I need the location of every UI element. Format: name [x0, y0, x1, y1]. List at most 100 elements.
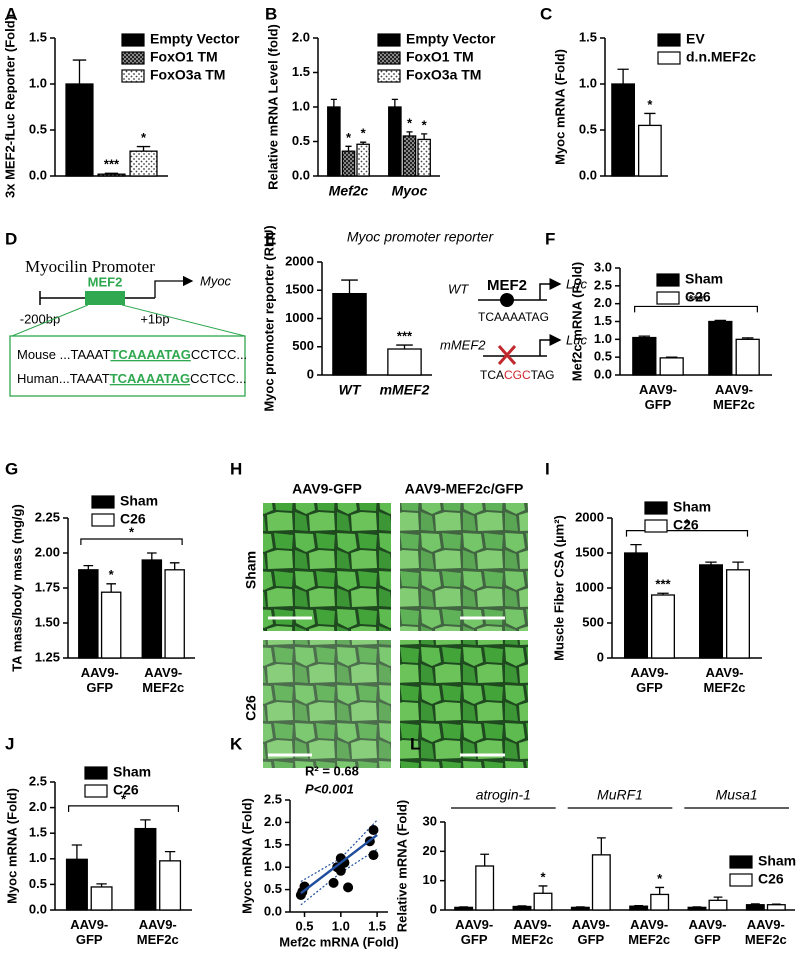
bracket	[67, 805, 180, 812]
bar	[533, 892, 553, 911]
y-tick-label: 2.5	[264, 791, 282, 806]
bar	[766, 904, 786, 911]
bar	[100, 591, 122, 659]
y-tick-label: 0.5	[29, 121, 47, 136]
legend-swatch	[121, 51, 145, 65]
bar	[65, 83, 94, 177]
legend-label: d.n.MEF2c	[686, 49, 756, 65]
y-tick-label: 1.5	[594, 313, 612, 328]
y-tick-label: 0	[307, 366, 314, 381]
bar	[159, 860, 182, 911]
micrograph	[400, 503, 528, 631]
bar	[708, 320, 733, 376]
legend-swatch	[121, 33, 145, 47]
x-tick-label: AAV9-MEF2c	[628, 917, 670, 947]
y-axis-label: Myoc mRNA (Fold)	[4, 788, 19, 904]
zoom-line	[11, 304, 89, 337]
legend-label: C26	[758, 871, 784, 887]
x-tick-label: AAV9-MEF2c	[704, 665, 746, 695]
site-dot	[500, 293, 514, 307]
bar	[356, 143, 370, 177]
x-tick-label: AAV9-MEF2c	[745, 917, 787, 947]
y-tick-label: 2.0	[594, 295, 612, 310]
point	[328, 877, 339, 888]
bar	[388, 106, 402, 177]
y-tick-label: 0.0	[292, 167, 310, 182]
legend-swatch	[729, 873, 753, 887]
legend-label: Empty Vector	[406, 31, 496, 47]
bracket-label: *	[684, 516, 690, 531]
start-label: -200bp	[20, 311, 60, 326]
significance: *	[407, 115, 413, 130]
y-tick-label: 1.0	[264, 859, 282, 874]
column-label: AAV9-MEF2c/GFP	[405, 481, 524, 497]
fit-line	[300, 833, 378, 895]
bracket-label: *	[129, 524, 135, 539]
significance: *	[657, 871, 663, 886]
bar	[624, 552, 648, 659]
seq-part: CCTCC...	[191, 347, 247, 362]
bar	[570, 906, 590, 911]
significance: *	[540, 869, 546, 884]
legend-label: C26	[120, 511, 146, 527]
y-tick-label: 1000	[575, 579, 604, 594]
x-tick-label: WT	[339, 382, 362, 398]
seq-part: TCA	[480, 368, 504, 382]
bar	[512, 905, 532, 911]
y-tick-label: 0.5	[579, 121, 597, 136]
reporter-diagram: WT MEF2 Luc TCAAAATAG mMEF2 Luc TCACGCTA…	[440, 276, 587, 382]
y-axis-label: Muscle Fiber CSA (µm²)	[551, 515, 566, 661]
confidence-band	[300, 819, 378, 883]
box-label: MEF2	[88, 274, 123, 289]
bar	[699, 564, 723, 659]
sequence-box	[9, 335, 246, 397]
x-axis-label: Mef2c mRNA (Fold)	[279, 934, 398, 949]
x-tick-label: AAV9-MEF2c	[713, 382, 755, 412]
panel-label: B	[265, 4, 277, 23]
legend-swatch	[377, 33, 401, 47]
site-label: MEF2	[487, 277, 527, 294]
seq-part: Mouse ...TAAAT	[17, 347, 110, 362]
legend-label: C26	[685, 289, 711, 305]
y-tick-label: 2.0	[292, 29, 310, 44]
legend-swatch	[377, 51, 401, 65]
y-tick-label: 30	[423, 813, 437, 828]
group-label: atrogin-1	[476, 787, 531, 803]
bracket-label: *	[121, 791, 127, 806]
seq-motif: TCAAAATAG	[110, 371, 190, 386]
bar	[454, 906, 474, 911]
bar	[387, 348, 422, 376]
significance: ***	[397, 328, 413, 343]
y-tick-label: 1.0	[29, 850, 47, 865]
point	[339, 857, 350, 868]
y-tick-label: 1000	[285, 310, 314, 325]
bar	[475, 865, 495, 911]
point	[335, 865, 346, 876]
bar	[637, 124, 662, 177]
y-axis-label: Myoc promoter reporter (RLU)	[261, 225, 276, 411]
bar	[745, 904, 765, 911]
y-tick-label: 0	[597, 649, 604, 664]
seq-mutation: CGC	[504, 368, 531, 382]
y-tick-label: 2.5	[594, 277, 612, 292]
bar	[164, 569, 185, 659]
y-axis-label: Myoc mRNA (Fold)	[239, 798, 254, 914]
legend-swatch	[657, 33, 681, 47]
y-tick-label: 0.0	[579, 167, 597, 182]
bar	[708, 899, 728, 911]
y-tick-label: 1.5	[29, 825, 47, 840]
legend-swatch	[656, 291, 680, 305]
x-tick-label: AAV9-GFP	[81, 665, 119, 695]
y-tick-label: 0.5	[29, 876, 47, 891]
column-label: AAV9-GFP	[292, 481, 362, 497]
y-tick-label: 1.5	[579, 29, 597, 44]
bar	[78, 569, 99, 659]
row-label: C26	[243, 695, 259, 721]
y-axis-label: 3x MEF2-fLuc Reporter (Fold)	[2, 16, 17, 198]
legend-swatch	[644, 519, 668, 533]
legend-swatch	[121, 69, 145, 83]
mouse-seq: Mouse ...TAAATTCAAAATAGCCTCC...	[17, 347, 247, 362]
diagram-title: Myocilin Promoter	[25, 257, 155, 276]
y-tick-label: 0.0	[29, 901, 47, 916]
significance: *	[647, 97, 653, 112]
